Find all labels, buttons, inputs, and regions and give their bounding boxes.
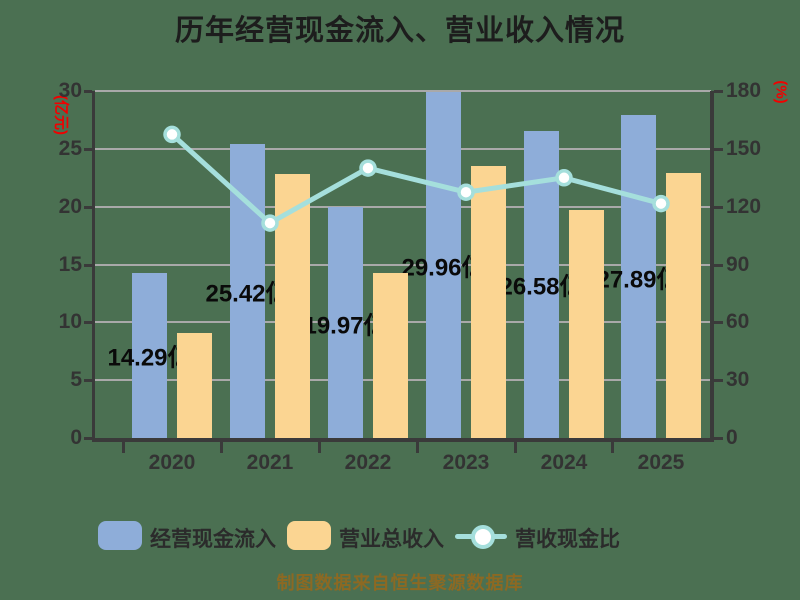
y-tick-label-right: 30 [726, 368, 750, 392]
gridline [95, 90, 711, 92]
legend-label-total-revenue: 营业总收入 [339, 528, 444, 551]
cash-inflow-bar [132, 272, 167, 438]
legend-circle-marker-icon [471, 525, 495, 549]
gridline [95, 263, 711, 266]
revenue-bar [569, 210, 604, 438]
ratio-point [652, 194, 670, 213]
legend-swatch-total-revenue [287, 521, 331, 550]
y-tick-left [84, 90, 92, 93]
y-tick-label-right: 60 [726, 310, 750, 334]
legend-label-cash-inflow: 经营现金流入 [150, 528, 276, 551]
ratio-point [555, 169, 573, 187]
y-tick-right [714, 205, 723, 209]
legend-swatch-cash-inflow [98, 521, 142, 550]
x-tick-label: 2021 [246, 451, 294, 474]
y-tick-label-right: 0 [726, 426, 738, 449]
y-tick-label-left: 20 [58, 194, 82, 218]
legend: 经营现金流入 营业总收入 营收现金比 [0, 519, 800, 553]
y-tick-left [84, 379, 92, 383]
y-tick-label-right: 90 [726, 252, 750, 276]
x-tick-label: 2025 [637, 451, 685, 474]
y-tick-left [84, 437, 92, 440]
y-tick-label-right: 150 [726, 136, 762, 160]
y-tick-label-left: 5 [70, 368, 82, 392]
y-tick-right [714, 147, 723, 151]
ratio-line [163, 125, 670, 232]
y-tick-right [714, 437, 723, 440]
chart-title: 历年经营现金流入、营业收入情况 [174, 15, 625, 47]
y-tick-label-right: 180 [726, 79, 762, 102]
x-tick-label: 2022 [344, 451, 392, 474]
revenue-bar [666, 172, 701, 438]
x-tick-label: 2020 [148, 451, 196, 474]
cash-inflow-bar [328, 207, 363, 438]
y-tick-label-left: 10 [58, 310, 82, 334]
right-axis-unit-label: (%) [772, 80, 790, 104]
ratio-point [163, 125, 181, 144]
legend-label-cash-ratio: 营收现金比 [515, 528, 620, 551]
ratio-point [359, 159, 377, 177]
x-tick-label: 2024 [540, 451, 588, 474]
cash-inflow-bar [621, 115, 656, 438]
y-tick-left [84, 205, 92, 209]
x-tick-label: 2023 [442, 451, 490, 474]
x-tick [514, 442, 518, 453]
y-tick-label-left: 15 [58, 252, 82, 276]
bottom-axis-line [92, 438, 714, 442]
y-tick-right [714, 263, 723, 267]
x-tick [318, 442, 322, 453]
x-tick [122, 442, 126, 453]
x-tick [416, 442, 420, 453]
revenue-bar [177, 333, 212, 438]
y-tick-right [714, 90, 723, 93]
left-axis-line [92, 91, 95, 441]
y-tick-label-right: 120 [726, 194, 762, 218]
gridline [95, 205, 711, 208]
right-axis-line [710, 91, 714, 442]
ratio-point [457, 183, 475, 201]
revenue-bar [373, 272, 408, 438]
y-tick-right [714, 379, 723, 383]
y-tick-left [84, 147, 92, 151]
cash-inflow-bar [426, 91, 461, 438]
y-tick-left [84, 321, 92, 325]
y-tick-label-left: 0 [70, 426, 82, 449]
x-tick [220, 442, 224, 453]
ratio-point [261, 214, 279, 232]
revenue-bar [471, 166, 506, 438]
plot-area: 14.29亿 25.42亿 19.97亿 29.96亿 26.58亿 27.89亿 [95, 90, 711, 438]
y-tick-label-left: 30 [58, 79, 82, 102]
gridline [95, 147, 711, 150]
y-tick-left [84, 263, 92, 267]
data-source-caption: 制图数据来自恒生聚源数据库 [276, 573, 524, 593]
y-tick-label-left: 25 [58, 136, 82, 160]
x-tick [611, 442, 615, 453]
y-tick-right [714, 321, 723, 325]
